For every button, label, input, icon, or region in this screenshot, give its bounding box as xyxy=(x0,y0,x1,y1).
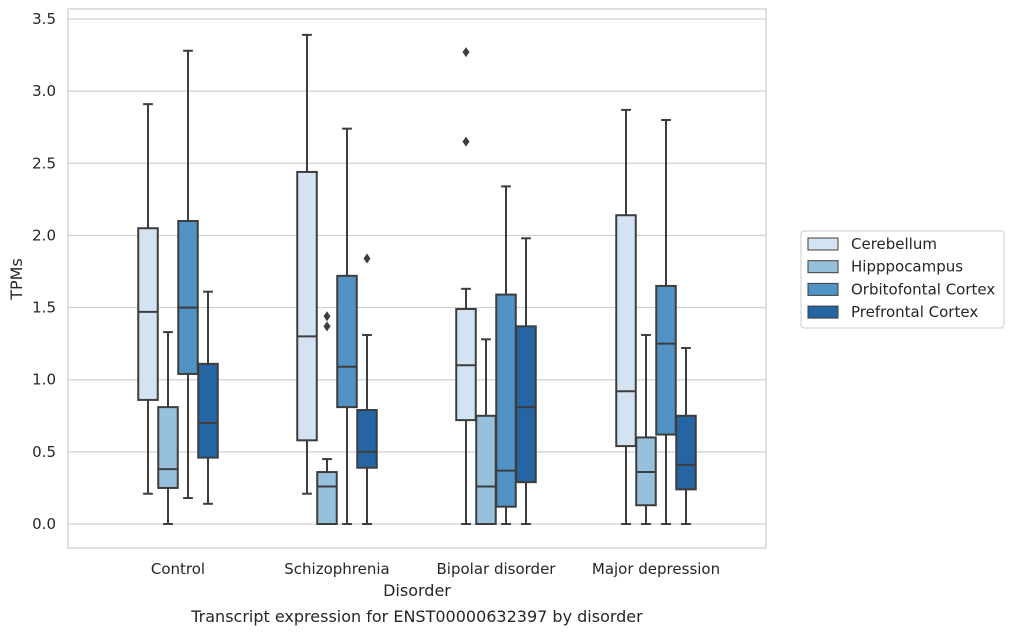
box-iqr xyxy=(316,471,338,525)
x-axis-label: Disorder xyxy=(383,581,451,600)
y-tick-label: 3.5 xyxy=(32,10,56,28)
box-iqr xyxy=(336,274,358,409)
box-iqr xyxy=(495,293,517,508)
box-iqr xyxy=(197,362,219,459)
box-3-0 xyxy=(197,290,219,505)
y-tick-label: 0.0 xyxy=(32,515,56,533)
outlier-point xyxy=(462,136,470,147)
legend-entry-label: Cerebellum xyxy=(851,235,937,253)
chart-caption: Transcript expression for ENST0000063239… xyxy=(190,607,643,626)
box-1-2 xyxy=(475,338,497,525)
box-1-0 xyxy=(157,331,179,525)
x-tick-label: Control xyxy=(151,560,205,578)
legend-swatch xyxy=(807,282,839,296)
x-tick-label: Schizophrenia xyxy=(284,560,389,578)
y-tick-label: 0.5 xyxy=(32,443,56,461)
legend-swatch xyxy=(807,305,839,319)
x-tick-label: Bipolar disorder xyxy=(437,560,557,578)
legend-swatch xyxy=(807,260,839,274)
outlier-point xyxy=(323,321,331,332)
legend-entry-label: Orbitofontal Cortex xyxy=(851,280,995,298)
plot-area xyxy=(67,8,767,549)
y-axis-label: TPMs xyxy=(7,258,26,301)
box-2-1 xyxy=(336,127,358,525)
x-axis-ticks: Control Schizophrenia Bipolar disorder Majo… xyxy=(151,560,720,578)
box-3-3 xyxy=(675,346,697,525)
y-tick-label: 2.5 xyxy=(32,154,56,172)
box-0-3 xyxy=(615,108,637,525)
box-1-1 xyxy=(316,311,338,525)
outlier-point xyxy=(363,253,371,264)
box-1-3 xyxy=(635,333,657,525)
outlier-point xyxy=(323,311,331,322)
legend-frame xyxy=(800,230,1005,329)
y-tick-label: 1.0 xyxy=(32,371,56,389)
box-iqr xyxy=(137,227,159,401)
y-tick-label: 2.0 xyxy=(32,226,56,244)
legend: Cerebellum Hipppocampus Orbitofontal Corte… xyxy=(800,230,1005,329)
box-3-1 xyxy=(356,253,378,525)
box-0-2 xyxy=(455,47,477,525)
y-tick-label: 1.5 xyxy=(32,299,56,317)
box-0-1 xyxy=(296,33,318,495)
box-iqr xyxy=(655,284,677,436)
box-iqr xyxy=(615,214,637,448)
box-iqr xyxy=(157,406,179,489)
y-tick-label: 3.0 xyxy=(32,82,56,100)
y-axis-ticks: 0.0 0.5 1.0 1.5 2.0 2.5 3.0 3.5 xyxy=(32,10,56,533)
legend-entry-label: Hipppocampus xyxy=(851,258,963,276)
box-0-0 xyxy=(137,103,159,495)
box-iqr xyxy=(475,414,497,525)
box-2-2 xyxy=(495,185,517,525)
legend-swatch xyxy=(807,237,839,251)
legend-entry-label: Prefrontal Cortex xyxy=(851,303,978,321)
box-series xyxy=(137,33,697,525)
box-iqr xyxy=(177,220,199,375)
box-iqr xyxy=(296,170,318,442)
x-tick-label: Major depression xyxy=(592,560,720,578)
box-iqr xyxy=(675,414,697,491)
box-2-3 xyxy=(655,119,677,525)
outlier-point xyxy=(462,47,470,58)
box-iqr xyxy=(515,325,537,484)
box-2-0 xyxy=(177,49,199,500)
box-3-2 xyxy=(515,237,537,525)
box-iqr xyxy=(356,409,378,469)
